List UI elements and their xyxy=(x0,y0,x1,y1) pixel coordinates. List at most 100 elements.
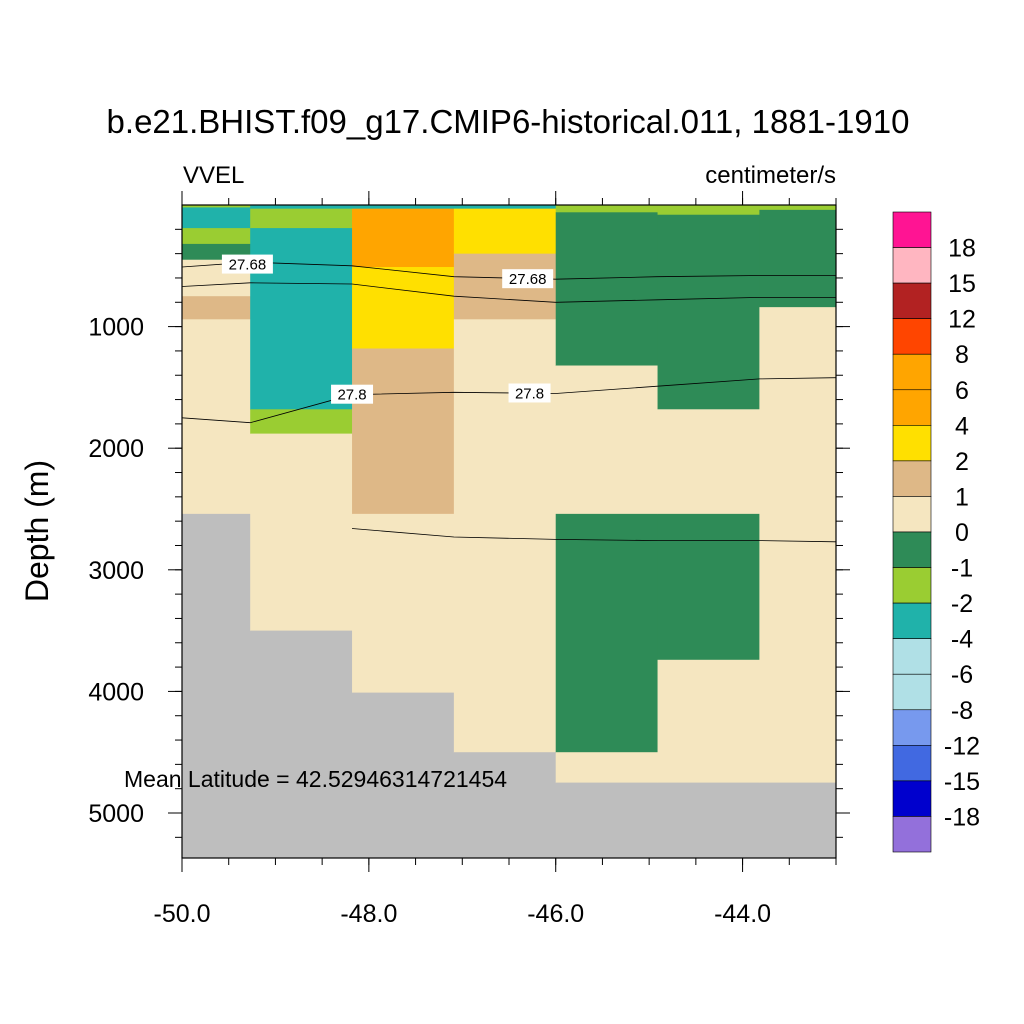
heatmap-cell-10 xyxy=(250,205,353,210)
colorbar-label: 1 xyxy=(955,483,969,511)
colorbar-label: 0 xyxy=(955,519,969,547)
colorbar-label: 8 xyxy=(955,341,969,369)
colorbar-label: 12 xyxy=(948,306,976,334)
heatmap-cell-3 xyxy=(182,207,251,229)
heatmap-cell-14 xyxy=(250,433,353,632)
colorbar-swatch-5 xyxy=(892,389,932,426)
heatmap-cell-19 xyxy=(352,348,455,515)
heatmap-cell-13 xyxy=(250,409,353,435)
colorbar-label: 15 xyxy=(948,270,976,298)
x-tick-label: -50.0 xyxy=(154,900,211,928)
heatmap-cell-20 xyxy=(352,513,455,694)
colorbar-swatch-8 xyxy=(892,496,932,533)
heatmap-cell-27 xyxy=(555,205,659,213)
heatmap-cell-23 xyxy=(453,208,557,255)
colorbar-swatch-17 xyxy=(892,816,932,853)
heatmap-cell-29 xyxy=(555,365,659,515)
colorbar: 18 15 12 8 6 4 2 1 0 -1 -2 -4 -6 -8 -12 -15 -18 xyxy=(892,211,980,853)
heatmap-cell-26 xyxy=(453,752,557,859)
colorbar-swatch-4 xyxy=(892,353,932,391)
colorbar-label: -15 xyxy=(944,768,980,796)
x-tick-label: -48.0 xyxy=(340,900,397,928)
colorbar-label: -4 xyxy=(951,626,973,654)
y-axis-label: Depth (m) xyxy=(19,460,55,602)
density-contours: 27.68 27.68 27.8 27.8 xyxy=(181,254,837,543)
contour-line-2 xyxy=(181,377,837,424)
colorbar-label: -18 xyxy=(944,803,980,831)
heatmap-cell-42 xyxy=(759,782,837,859)
contour-label-0-1: 27.68 xyxy=(509,271,547,288)
colorbar-swatch-3 xyxy=(892,318,932,355)
contour-label-bg-0-0 xyxy=(221,254,273,274)
heatmap-cell-37 xyxy=(657,659,760,784)
colorbar-swatch-13 xyxy=(892,673,932,711)
y-tick-label: 2000 xyxy=(88,435,144,463)
colorbar-label: 18 xyxy=(948,235,976,263)
colorbar-swatch-16 xyxy=(892,780,932,817)
heatmap-cell-9 xyxy=(182,513,251,859)
heatmap-cell-40 xyxy=(759,209,837,308)
heatmap-cell-31 xyxy=(555,752,659,784)
heatmap-cell-2 xyxy=(182,205,251,208)
heatmap-cell-8 xyxy=(182,319,251,515)
heatmap-cell-41 xyxy=(759,307,837,784)
heatmap-cell-36 xyxy=(657,513,760,661)
contour-line-1 xyxy=(181,282,836,303)
heatmap-cell-16 xyxy=(352,205,455,210)
colorbar-label: -1 xyxy=(951,555,973,583)
colorbar-swatch-10 xyxy=(892,567,932,604)
contour-label-0-0: 27.68 xyxy=(229,257,267,274)
heatmap-cell-15 xyxy=(250,630,353,859)
heatmap-cell-17 xyxy=(352,208,455,268)
colorbar-swatch-14 xyxy=(892,709,932,746)
heatmap-cell-18 xyxy=(352,267,455,349)
heatmap-cells xyxy=(182,205,837,859)
heatmap-cell-38 xyxy=(657,782,760,859)
variable-label: VVEL xyxy=(183,162,244,189)
colorbar-label: 6 xyxy=(955,377,969,405)
y-tick-label: 4000 xyxy=(88,678,144,706)
heatmap-cell-4 xyxy=(182,228,251,245)
y-tick-label: 5000 xyxy=(88,800,144,828)
chart-title: b.e21.BHIST.f09_g17.CMIP6-historical.011… xyxy=(107,103,910,140)
colorbar-swatch-12 xyxy=(892,638,932,675)
colorbar-swatch-11 xyxy=(892,602,932,639)
heatmap-cell-21 xyxy=(352,692,455,859)
heatmap-cell-34 xyxy=(657,214,760,410)
colorbar-label: 4 xyxy=(955,412,969,440)
colorbar-swatch-2 xyxy=(892,282,932,319)
contour-label-2-0: 27.8 xyxy=(337,387,366,404)
y-tick-label: 3000 xyxy=(88,557,144,585)
heatmap-cell-7 xyxy=(182,296,251,320)
contour-label-bg-0-1 xyxy=(502,269,554,289)
heatmap-cell-35 xyxy=(657,409,760,515)
colorbar-label: -8 xyxy=(951,697,973,725)
contour-line-3 xyxy=(351,528,837,543)
x-tick-label: -46.0 xyxy=(527,900,584,928)
colorbar-swatch-6 xyxy=(892,425,932,462)
heatmap-cell-30 xyxy=(555,513,659,753)
colorbar-label: 2 xyxy=(955,448,969,476)
heatmap-cell-22 xyxy=(453,205,557,210)
contour-label-bg-2-1 xyxy=(508,383,551,403)
axes: -50.0 -48.0 -46.0 -44.0 1000 2000 3000 4000 5000 xyxy=(88,191,850,928)
colorbar-swatch-15 xyxy=(892,745,932,782)
colorbar-swatch-1 xyxy=(892,247,932,284)
units-label: centimeter/s xyxy=(705,162,836,189)
contour-label-bg-2-0 xyxy=(331,384,374,404)
heatmap-cell-32 xyxy=(555,782,659,859)
colorbar-swatch-0 xyxy=(892,211,932,248)
heatmap-cell-33 xyxy=(657,205,760,216)
x-tick-label: -44.0 xyxy=(714,900,771,928)
contour-label-2-1: 27.8 xyxy=(515,385,544,402)
y-tick-label: 1000 xyxy=(88,314,144,342)
heatmap-cell-39 xyxy=(759,205,837,211)
colorbar-label: -6 xyxy=(951,661,973,689)
colorbar-swatch-9 xyxy=(892,531,932,568)
colorbar-label: -12 xyxy=(944,732,980,760)
heatmap-cell-28 xyxy=(555,212,659,367)
heatmap-cell-11 xyxy=(250,208,353,229)
colorbar-label: -2 xyxy=(951,590,973,618)
mean-latitude-annotation: Mean Latitude = 42.52946314721454 xyxy=(124,766,507,792)
